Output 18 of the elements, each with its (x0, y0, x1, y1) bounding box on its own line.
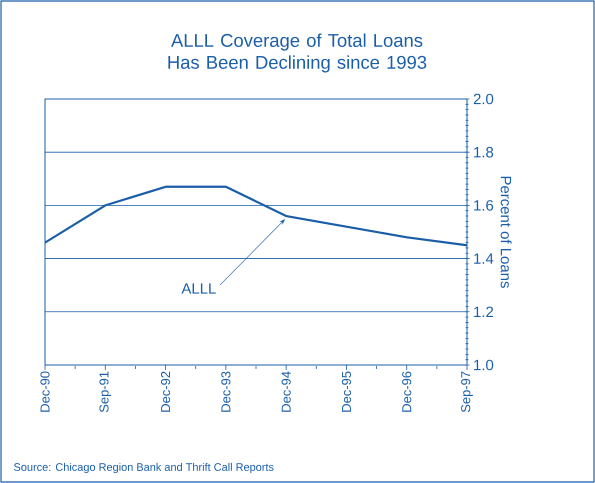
y-axis-title: Percent of Loans (500, 176, 512, 288)
chart-title: ALLL Coverage of Total Loans Has Been Declining since 1993 (168, 33, 426, 73)
y-tick-label: 1.0 (474, 360, 494, 370)
x-tick-label: Dec-92 (160, 372, 170, 412)
x-tick-label: Dec-95 (342, 372, 352, 412)
x-tick-label: Dec-90 (40, 372, 50, 412)
source-note: Source: Chicago Region Bank and Thrift Call Reports (14, 462, 274, 474)
y-tick-label: 1.6 (474, 200, 494, 211)
annotation: ALLL (181, 283, 216, 294)
y-tick-label: 2.0 (474, 94, 494, 104)
y-tick-label: 1.2 (474, 306, 494, 317)
x-tick-label: Sep-97 (461, 372, 473, 412)
x-tick-label: Sep-91 (99, 372, 112, 412)
x-tick-label: Dec-96 (402, 372, 412, 412)
y-tick-label: 1.4 (474, 253, 494, 264)
x-tick-label: Dec-94 (282, 371, 291, 412)
x-tick-label: Dec-93 (221, 372, 230, 412)
y-tick-label: 1.8 (474, 146, 494, 158)
